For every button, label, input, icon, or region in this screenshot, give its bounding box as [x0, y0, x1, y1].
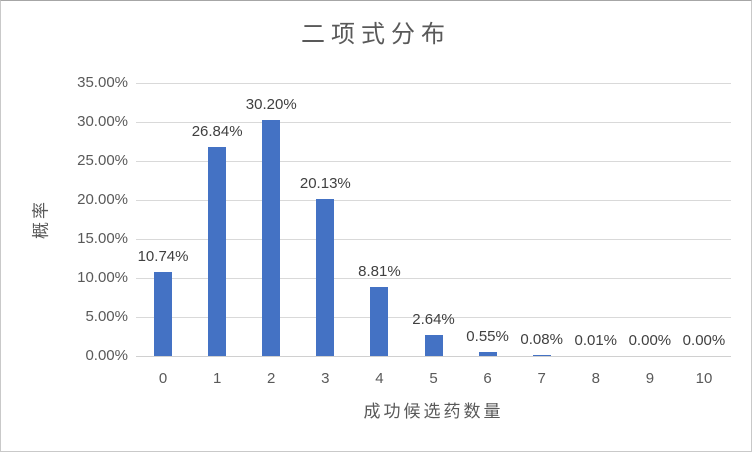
- gridline: [136, 200, 731, 201]
- bar: [262, 120, 280, 356]
- gridline: [136, 317, 731, 318]
- gridline: [136, 356, 731, 357]
- data-label: 30.20%: [245, 96, 297, 113]
- x-tick-label: 4: [375, 370, 384, 387]
- y-tick-label: 30.00%: [77, 113, 128, 130]
- x-tick-label: 0: [158, 370, 168, 387]
- x-tick-label: 7: [537, 370, 546, 387]
- y-tick-label: 20.00%: [77, 191, 128, 208]
- gridline: [136, 83, 731, 84]
- x-tick-label: 8: [591, 370, 600, 387]
- bar: [316, 199, 334, 356]
- x-tick-label: 5: [429, 370, 438, 387]
- y-tick-label: 15.00%: [77, 230, 128, 247]
- data-label: 8.81%: [358, 263, 401, 280]
- data-label: 0.00%: [682, 332, 726, 349]
- y-tick-label: 0.00%: [85, 347, 128, 364]
- gridline: [136, 239, 731, 240]
- y-tick-label: 35.00%: [77, 74, 128, 91]
- x-tick-label: 1: [212, 370, 222, 387]
- bar: [370, 287, 388, 356]
- bar: [154, 272, 172, 356]
- data-label: 20.13%: [299, 175, 351, 192]
- bar: [533, 355, 551, 356]
- y-tick-label: 10.00%: [77, 269, 128, 286]
- x-tick-label: 9: [645, 370, 655, 387]
- data-label: 0.01%: [574, 332, 618, 349]
- bar: [425, 335, 443, 356]
- data-label: 0.55%: [466, 328, 509, 345]
- x-axis-title: 成功候选药数量: [363, 402, 504, 421]
- plot-area: [136, 83, 731, 356]
- data-label: 10.74%: [137, 248, 189, 265]
- data-label: 26.84%: [191, 123, 243, 140]
- data-label: 2.64%: [412, 311, 455, 328]
- y-tick-label: 25.00%: [77, 152, 128, 169]
- data-label: 0.08%: [520, 331, 563, 348]
- y-tick-label: 5.00%: [85, 308, 128, 325]
- chart-title: 二项式分布: [301, 21, 451, 48]
- gridline: [136, 278, 731, 279]
- x-tick-label: 2: [267, 370, 276, 387]
- bar: [208, 147, 226, 356]
- x-tick-label: 10: [695, 370, 713, 387]
- data-label: 0.00%: [628, 332, 672, 349]
- gridline: [136, 122, 731, 123]
- x-tick-label: 6: [483, 370, 492, 387]
- x-tick-label: 3: [321, 370, 330, 387]
- bar: [479, 352, 497, 356]
- gridline: [136, 161, 731, 162]
